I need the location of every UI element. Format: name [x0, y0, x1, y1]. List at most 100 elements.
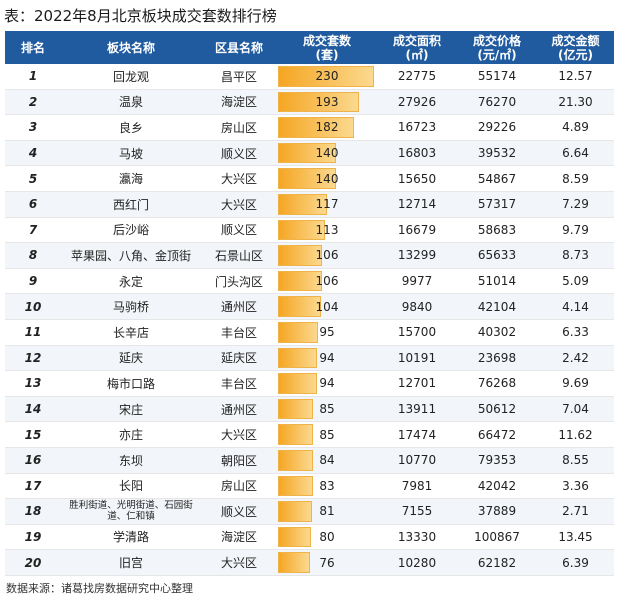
- price-cell: 37889: [457, 498, 537, 525]
- district-cell: 顺义区: [201, 217, 277, 244]
- district-cell: 石景山区: [201, 242, 277, 269]
- district-cell: 海淀区: [201, 524, 277, 551]
- rank-cell: 5: [5, 165, 61, 192]
- header-district: 区县名称: [201, 31, 277, 64]
- table-row: 7 后沙峪 顺义区 113 16679 58683 9.79: [5, 217, 614, 244]
- table-row: 20 旧宫 大兴区 76 10280 62182 6.39: [5, 549, 614, 576]
- block-name-cell: 苹果园、八角、金顶街: [61, 242, 201, 269]
- header-amount-line2: (亿元): [558, 47, 593, 62]
- units-value: 140: [315, 171, 339, 186]
- rank-cell: 2: [5, 89, 61, 116]
- block-name-cell: 宋庄: [61, 396, 201, 423]
- table-row: 19 学清路 海淀区 80 13330 100867 13.45: [5, 524, 614, 551]
- rank-cell: 3: [5, 114, 61, 141]
- rank-cell: 6: [5, 191, 61, 218]
- block-name-cell: 马驹桥: [61, 293, 201, 320]
- units-bar: [278, 373, 318, 394]
- amount-cell: 4.89: [537, 114, 614, 141]
- district-cell: 海淀区: [201, 89, 277, 116]
- block-name-cell: 后沙峪: [61, 217, 201, 244]
- amount-cell: 2.71: [537, 498, 614, 525]
- table-row: 13 梅市口路 丰台区 94 12701 76268 9.69: [5, 370, 614, 397]
- table-row: 3 良乡 房山区 182 16723 29226 4.89: [5, 114, 614, 141]
- district-cell: 昌平区: [201, 64, 277, 90]
- area-cell: 12714: [377, 191, 457, 218]
- units-value: 81: [319, 504, 335, 519]
- area-cell: 16679: [377, 217, 457, 244]
- rank-cell: 4: [5, 140, 61, 167]
- rank-cell: 20: [5, 549, 61, 576]
- area-cell: 10191: [377, 345, 457, 372]
- district-cell: 门头沟区: [201, 268, 277, 295]
- units-bar: [278, 398, 314, 420]
- units-cell: 182: [277, 114, 377, 141]
- amount-cell: 4.14: [537, 293, 614, 320]
- units-cell: 104: [277, 293, 377, 320]
- units-cell: 106: [277, 268, 377, 295]
- price-cell: 58683: [457, 217, 537, 244]
- area-cell: 17474: [377, 421, 457, 448]
- amount-cell: 12.57: [537, 64, 614, 90]
- units-bar: [278, 91, 359, 113]
- units-cell: 76: [277, 549, 377, 576]
- area-cell: 16723: [377, 114, 457, 141]
- units-cell: 94: [277, 370, 377, 397]
- units-cell: 106: [277, 242, 377, 269]
- table-row: 4 马坡 顺义区 140 16803 39532 6.64: [5, 140, 614, 167]
- amount-cell: 6.33: [537, 319, 614, 346]
- area-cell: 10770: [377, 447, 457, 474]
- units-value: 193: [315, 94, 339, 109]
- units-value: 94: [319, 376, 335, 391]
- units-bar: [278, 321, 318, 343]
- block-name-cell: 学清路: [61, 524, 201, 551]
- district-cell: 大兴区: [201, 165, 277, 192]
- rank-cell: 8: [5, 242, 61, 269]
- area-cell: 27926: [377, 89, 457, 116]
- district-cell: 顺义区: [201, 498, 277, 525]
- units-cell: 84: [277, 447, 377, 474]
- units-cell: 94: [277, 345, 377, 372]
- units-cell: 193: [277, 89, 377, 116]
- source-note: 数据来源：诸葛找房数据研究中心整理: [6, 582, 193, 595]
- area-cell: 12701: [377, 370, 457, 397]
- price-cell: 100867: [457, 524, 537, 551]
- price-cell: 54867: [457, 165, 537, 192]
- block-name-cell: 西红门: [61, 191, 201, 218]
- block-name-cell: 亦庄: [61, 421, 201, 448]
- amount-cell: 8.73: [537, 242, 614, 269]
- price-cell: 51014: [457, 268, 537, 295]
- district-cell: 顺义区: [201, 140, 277, 167]
- units-value: 95: [319, 325, 335, 340]
- block-name-cell: 马坡: [61, 140, 201, 167]
- header-block: 板块名称: [61, 31, 201, 64]
- units-cell: 80: [277, 524, 377, 551]
- block-name-cell: 温泉: [61, 89, 201, 116]
- table-row: 6 西红门 大兴区 117 12714 57317 7.29: [5, 191, 614, 218]
- rank-cell: 11: [5, 319, 61, 346]
- units-cell: 230: [277, 64, 377, 90]
- block-name-cell: 永定: [61, 268, 201, 295]
- area-cell: 22775: [377, 64, 457, 90]
- rank-cell: 19: [5, 524, 61, 551]
- units-cell: 95: [277, 319, 377, 346]
- block-name-cell: 胜利街道、光明街道、石园街道、仁和镇: [61, 498, 201, 525]
- units-value: 230: [315, 69, 339, 84]
- units-bar: [278, 66, 374, 87]
- table-row: 11 长辛店 丰台区 95 15700 40302 6.33: [5, 319, 614, 346]
- price-cell: 23698: [457, 345, 537, 372]
- units-value: 83: [319, 478, 335, 493]
- rank-cell: 10: [5, 293, 61, 320]
- district-cell: 延庆区: [201, 345, 277, 372]
- area-cell: 15650: [377, 165, 457, 192]
- header-rank: 排名: [5, 31, 61, 64]
- table-row: 1 回龙观 昌平区 230 22775 55174 12.57: [5, 64, 614, 90]
- units-cell: 140: [277, 165, 377, 192]
- table-row: 9 永定 门头沟区 106 9977 51014 5.09: [5, 268, 614, 295]
- units-value: 140: [315, 146, 339, 161]
- district-cell: 通州区: [201, 293, 277, 320]
- units-value: 80: [319, 529, 335, 544]
- units-bar: [278, 245, 323, 266]
- price-cell: 40302: [457, 319, 537, 346]
- table-row: 10 马驹桥 通州区 104 9840 42104 4.14: [5, 293, 614, 320]
- page-title: 表：2022年8月北京板块成交套数排行榜: [4, 7, 277, 25]
